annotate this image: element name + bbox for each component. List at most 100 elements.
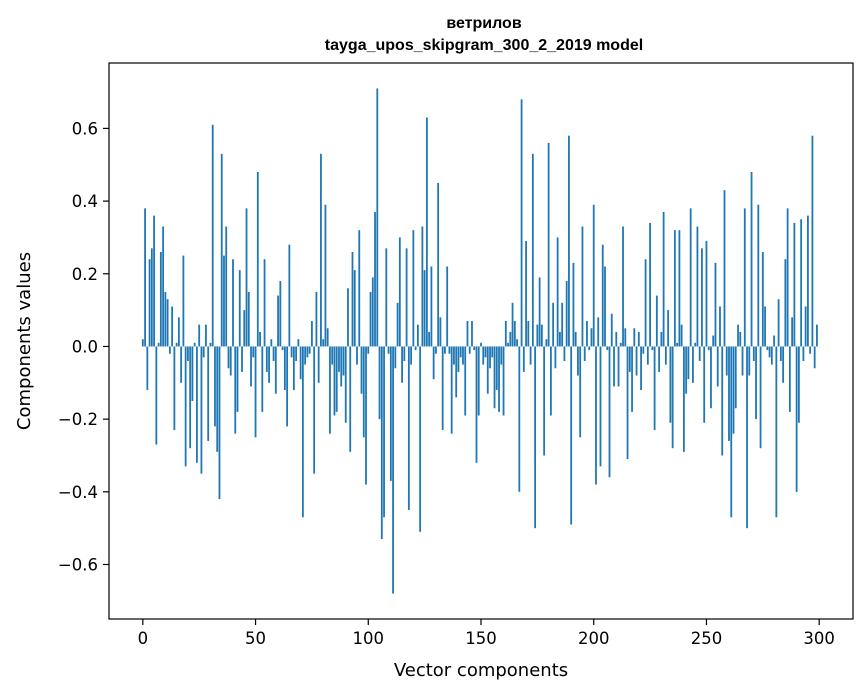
bar-289 (793, 222, 796, 347)
bar-293 (802, 346, 805, 361)
y-tick-label: 0.4 (72, 192, 98, 211)
bar-131 (437, 182, 440, 347)
bar-152 (484, 346, 487, 358)
bar-91 (347, 288, 349, 347)
bar-85 (333, 346, 336, 416)
y-tick-label: −0.6 (58, 555, 98, 574)
bar-232 (664, 346, 667, 365)
bar-284 (782, 346, 785, 383)
x-tick-label: 200 (578, 629, 610, 648)
bar-274 (759, 346, 762, 449)
bar-155 (491, 346, 494, 358)
bar-179 (545, 339, 548, 347)
bar-52 (259, 331, 261, 347)
bar-227 (653, 346, 656, 431)
bar-225 (649, 222, 651, 347)
bar-7 (157, 342, 160, 347)
bar-59 (274, 346, 277, 394)
bar-132 (439, 317, 442, 347)
bar-265 (739, 331, 742, 347)
bar-142 (462, 346, 464, 365)
bar-166 (516, 339, 518, 347)
bar-13 (171, 306, 174, 347)
bar-252 (710, 346, 712, 409)
bar-288 (791, 317, 794, 347)
bar-118 (407, 346, 410, 510)
bar-175 (536, 324, 539, 347)
bar-281 (775, 346, 778, 518)
bar-145 (468, 346, 471, 354)
bar-11 (166, 299, 169, 347)
bar-82 (326, 328, 329, 347)
bar-276 (764, 306, 766, 347)
bar-226 (651, 346, 654, 351)
y-tick-label: 0.0 (72, 337, 98, 356)
bar-14 (173, 346, 176, 431)
bar-231 (662, 211, 665, 347)
bar-56 (268, 346, 270, 383)
bar-217 (631, 346, 633, 412)
bar-1 (144, 208, 146, 347)
bar-283 (779, 346, 782, 361)
bar-104 (376, 88, 379, 347)
bar-119 (410, 346, 413, 365)
bar-299 (816, 324, 818, 347)
bar-234 (669, 346, 672, 423)
bar-239 (680, 324, 683, 347)
bar-109 (387, 346, 390, 354)
bar-297 (811, 135, 814, 347)
bar-89 (342, 346, 345, 376)
bar-257 (721, 346, 724, 456)
x-tick-label: 50 (245, 629, 266, 648)
bar-154 (489, 346, 491, 369)
bar-220 (637, 331, 640, 347)
bar-6 (155, 346, 158, 445)
bar-187 (563, 346, 566, 361)
bar-295 (807, 215, 809, 347)
bar-36 (223, 255, 225, 347)
bar-74 (308, 346, 311, 354)
bar-185 (559, 331, 561, 347)
bar-93 (351, 251, 354, 347)
bar-71 (301, 346, 304, 518)
bar-213 (622, 226, 624, 347)
bar-102 (371, 277, 374, 347)
bar-88 (340, 346, 343, 387)
bar-69 (297, 339, 300, 347)
bar-75 (311, 321, 313, 347)
bar-250 (705, 241, 708, 347)
bar-121 (414, 346, 417, 351)
bar-38 (227, 346, 230, 369)
bar-219 (635, 346, 638, 376)
bar-267 (743, 208, 746, 347)
bar-163 (509, 331, 512, 347)
bar-140 (457, 346, 460, 372)
bar-99 (365, 346, 367, 485)
bar-31 (211, 124, 214, 347)
bar-3 (148, 259, 151, 347)
bar-205 (604, 266, 606, 347)
bar-53 (261, 346, 264, 412)
bar-204 (601, 244, 604, 347)
bar-181 (549, 346, 552, 416)
bar-192 (574, 331, 577, 347)
bar-263 (734, 346, 737, 409)
bar-279 (770, 346, 773, 365)
bar-260 (728, 346, 730, 441)
chart-title: ветрилов (446, 15, 521, 32)
bar-177 (540, 324, 543, 347)
bar-49 (252, 346, 255, 358)
bar-291 (797, 346, 800, 423)
bar-94 (353, 270, 356, 347)
bar-117 (405, 248, 408, 347)
bar-50 (254, 346, 257, 438)
bar-84 (331, 346, 334, 365)
bar-272 (755, 346, 757, 420)
bar-241 (685, 346, 688, 394)
bar-147 (473, 346, 476, 351)
bar-158 (498, 346, 500, 412)
bar-195 (581, 226, 584, 347)
bar-266 (741, 346, 744, 376)
bar-215 (626, 346, 629, 460)
